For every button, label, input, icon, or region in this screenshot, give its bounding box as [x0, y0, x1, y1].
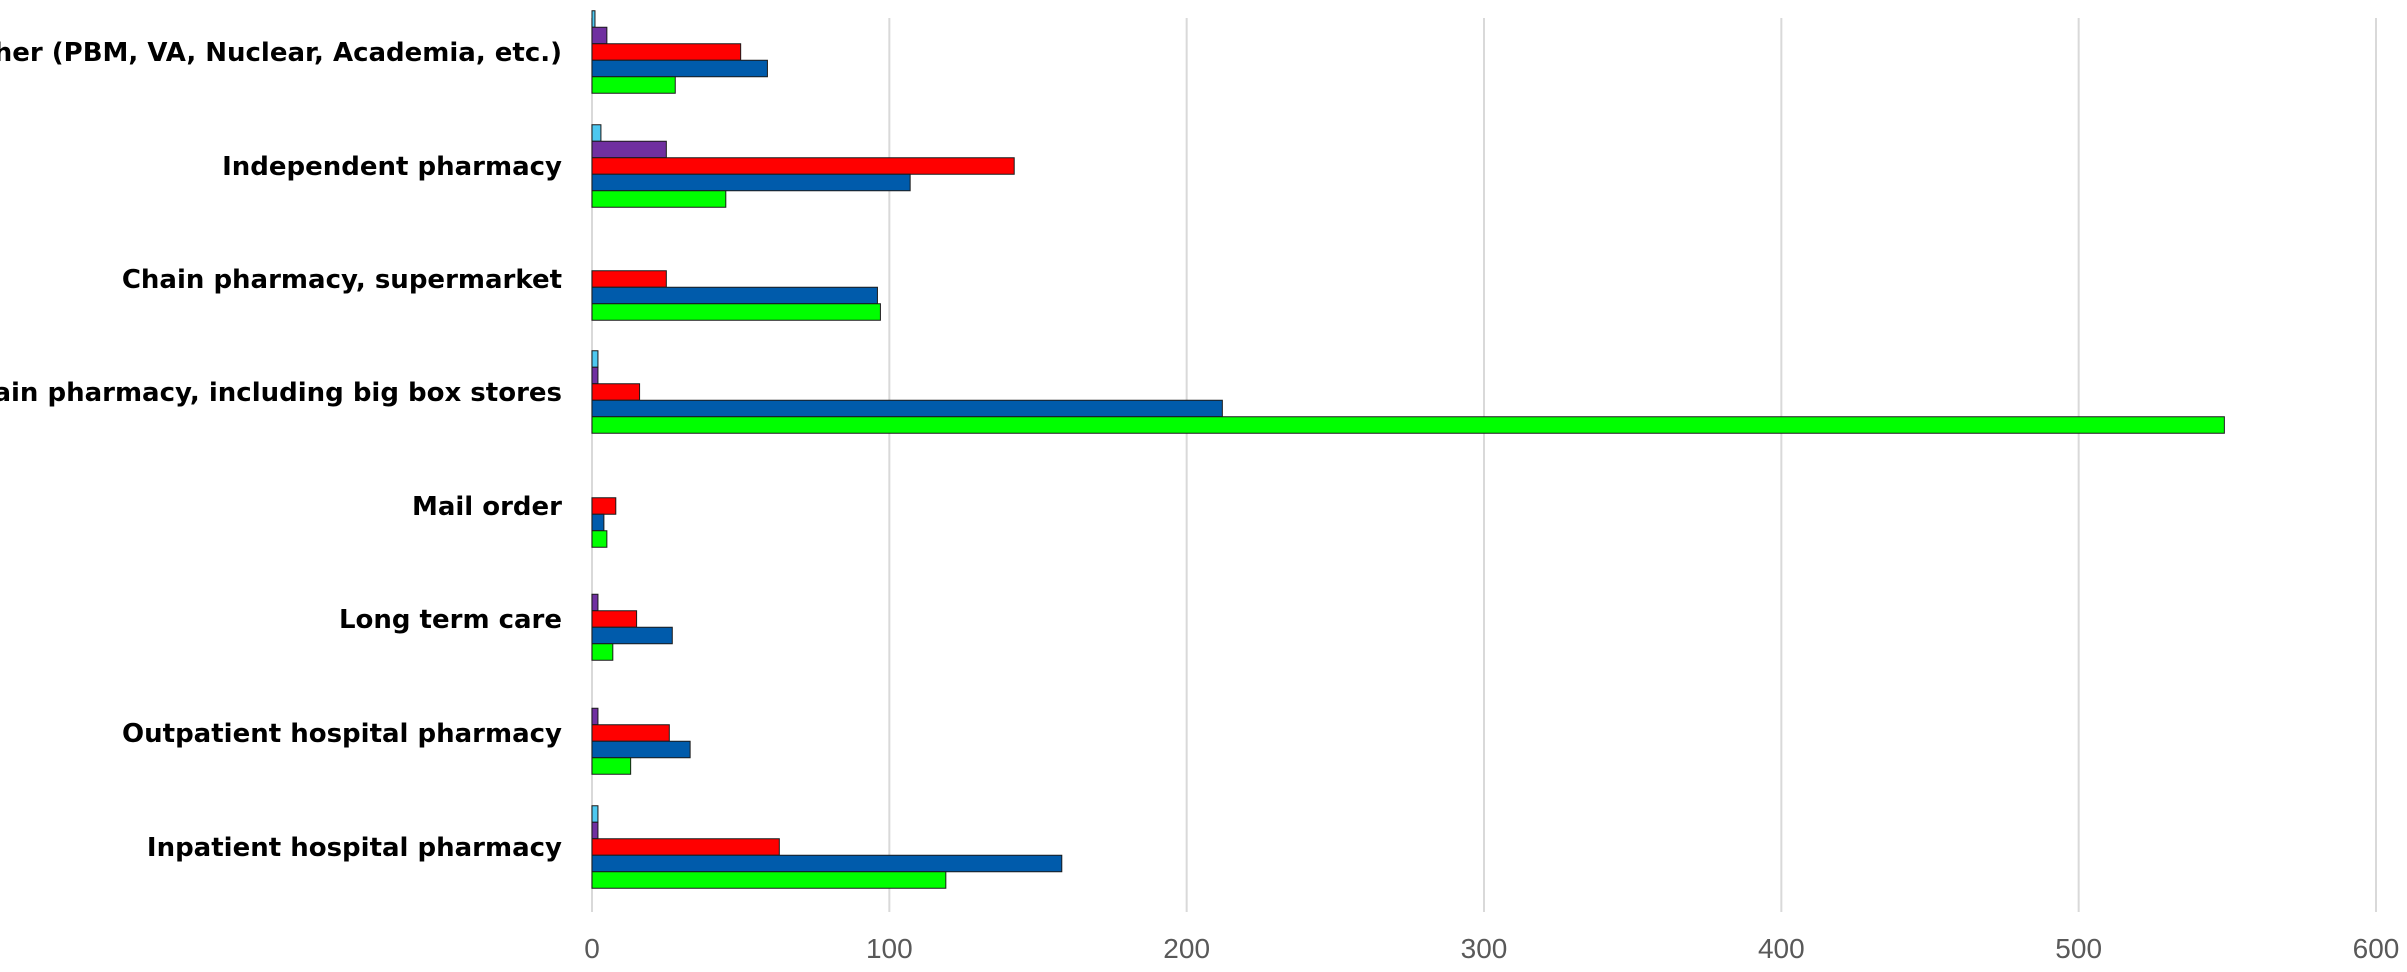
bar: [591, 43, 742, 61]
x-tick-label: 600: [2353, 933, 2400, 964]
bar: [591, 724, 670, 742]
gridlines: [591, 18, 2377, 912]
bar: [591, 871, 947, 889]
category-label: Independent pharmacy: [222, 152, 562, 182]
bar: [591, 610, 638, 628]
x-tick-label: 500: [2055, 933, 2102, 964]
bar: [591, 286, 878, 305]
bar: [591, 805, 599, 823]
x-tick-label: 400: [1758, 933, 1805, 964]
bar: [591, 530, 608, 548]
bar: [591, 10, 596, 28]
bar: [591, 740, 691, 759]
x-tick-label: 0: [584, 933, 600, 964]
bar: [591, 854, 1063, 873]
bar: [591, 59, 768, 78]
bar: [591, 757, 632, 775]
bar: [591, 707, 599, 726]
bar: [591, 350, 599, 368]
x-tick-label: 100: [866, 933, 913, 964]
bar: [591, 157, 1015, 175]
x-axis-tick-labels: 0 100 200 300 400 500 600: [584, 933, 2399, 964]
bar: [591, 821, 599, 840]
bar: [591, 593, 599, 612]
bar: [591, 366, 599, 385]
x-tick-label: 200: [1163, 933, 1210, 964]
bars: [591, 10, 2225, 889]
bar: [591, 270, 667, 288]
category-label: Chain pharmacy, supermarket: [122, 265, 562, 295]
bar: [591, 497, 617, 515]
bar: [591, 303, 881, 321]
bar: [591, 513, 605, 532]
bar: [591, 140, 667, 159]
bar: [591, 626, 673, 645]
category-label: Inpatient hospital pharmacy: [147, 833, 562, 863]
bar: [591, 838, 780, 856]
category-label: Outpatient hospital pharmacy: [122, 719, 562, 749]
bar: [591, 399, 1223, 418]
bar: [591, 26, 608, 45]
bar: [591, 190, 727, 208]
bar: [591, 416, 2225, 434]
category-labels: Other (PBM, VA, Nuclear, Academia, etc.)…: [0, 38, 562, 863]
bar: [591, 383, 641, 401]
bar: [591, 643, 614, 661]
category-label: Mail order: [412, 492, 562, 522]
bar: [591, 173, 911, 192]
category-label: Chain pharmacy, including big box stores: [0, 378, 562, 408]
bar: [591, 76, 676, 94]
bar: [591, 124, 602, 142]
category-label: Long term care: [339, 605, 562, 635]
category-label: Other (PBM, VA, Nuclear, Academia, etc.): [0, 38, 562, 68]
x-tick-label: 300: [1461, 933, 1508, 964]
